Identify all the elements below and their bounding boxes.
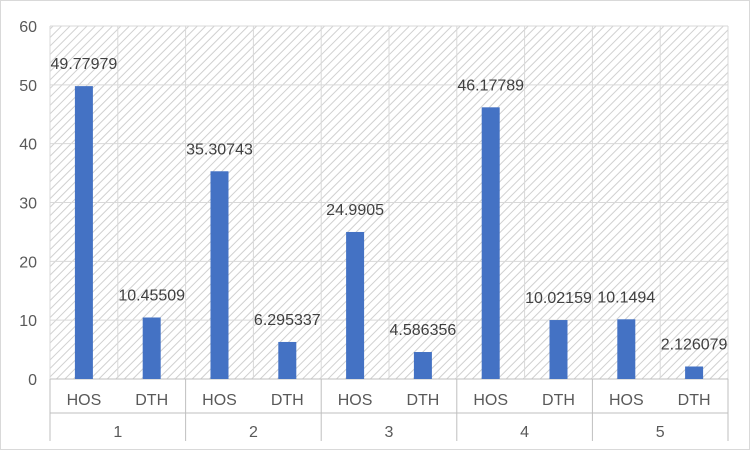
y-tick-label: 50 (19, 78, 37, 95)
bar-5-hos (617, 319, 636, 379)
bar-4-dth (549, 320, 568, 379)
data-label: 6.295337 (254, 312, 321, 329)
bar-2-dth (278, 341, 297, 379)
bar-3-dth (413, 352, 432, 379)
bar-2-hos (210, 171, 229, 379)
data-label: 24.9905 (326, 202, 384, 219)
bar-5-dth (685, 366, 704, 379)
data-label: 2.126079 (661, 336, 728, 353)
y-tick-label: 30 (19, 196, 37, 213)
data-label: 35.30743 (186, 141, 253, 158)
bars (74, 86, 704, 380)
y-tick-label: 0 (28, 372, 37, 389)
x-category-label: DTH (271, 392, 304, 409)
data-label: 4.586356 (390, 322, 457, 339)
bar-4-hos (481, 107, 500, 380)
x-group-label: 2 (249, 424, 258, 441)
data-label: 10.45509 (118, 287, 185, 304)
x-category-label: HOS (473, 392, 508, 409)
x-category-label: HOS (609, 392, 644, 409)
data-labels: 49.77979 10.45509 35.30743 6.295337 24.9905 4… (51, 56, 728, 353)
bar-3-hos (346, 231, 365, 379)
y-tick-label: 40 (19, 137, 37, 154)
axes: 0 10 20 30 40 50 60 HOS DTH 1 HOS DTH 2 HOS DTH 3 HOS DTH… (19, 19, 729, 441)
x-category-label: DTH (135, 392, 168, 409)
x-category-label: HOS (67, 392, 102, 409)
x-group-label: 5 (656, 424, 665, 441)
y-tick-label: 10 (19, 313, 37, 330)
data-label: 49.77979 (51, 56, 118, 73)
x-category-label: DTH (678, 392, 711, 409)
x-group-label: 4 (520, 424, 529, 441)
data-label: 46.17789 (457, 77, 524, 94)
x-category-label: DTH (406, 392, 439, 409)
bar-1-hos (74, 86, 93, 379)
x-group-label: 1 (113, 424, 122, 441)
y-tick-label: 20 (19, 254, 37, 271)
x-category-label: HOS (202, 392, 237, 409)
x-category-label: HOS (338, 392, 373, 409)
y-tick-label: 60 (19, 19, 37, 36)
bar-1-dth (142, 317, 161, 379)
gridlines (49, 25, 729, 380)
data-label: 10.02159 (525, 290, 592, 307)
x-category-label: DTH (542, 392, 575, 409)
x-group-label: 3 (385, 424, 394, 441)
data-label: 10.1494 (597, 289, 655, 306)
